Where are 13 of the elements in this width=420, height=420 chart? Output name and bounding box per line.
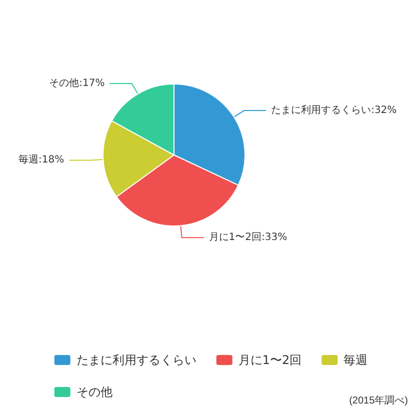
- text: (2015年調べ): [349, 394, 408, 406]
- slice-label: たまに利用するくらい: [271, 104, 372, 116]
- slice-label: 月に1〜2回: [208, 232, 262, 244]
- legend-label: 毎週: [344, 353, 368, 367]
- legend-label: たまに利用するくらい: [76, 353, 196, 367]
- legend-label: 月に1〜2回: [238, 353, 302, 367]
- data-label: :33%: [262, 232, 288, 244]
- legend-label: その他: [76, 385, 112, 399]
- slice-label: 毎週: [18, 154, 39, 166]
- data-label: :17%: [79, 78, 105, 90]
- data-label: :18%: [38, 154, 64, 166]
- slice-label: その他: [49, 77, 80, 90]
- data-label: :32%: [371, 105, 397, 116]
